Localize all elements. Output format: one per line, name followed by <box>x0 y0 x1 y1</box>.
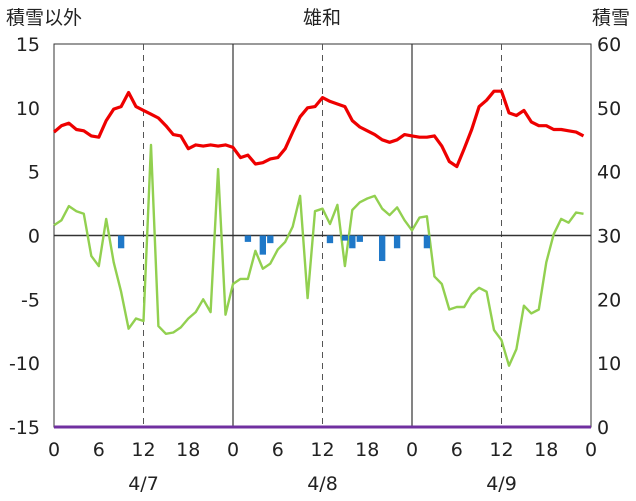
x-tick-label: 0 <box>406 439 418 461</box>
x-tick-label: 18 <box>176 439 200 461</box>
precip-bar <box>378 235 386 262</box>
x-tick-label: 12 <box>310 439 334 461</box>
precip-bar <box>393 235 401 249</box>
left-tick-label: 0 <box>28 226 40 248</box>
left-tick-label: 15 <box>16 34 40 56</box>
x-tick-label: 12 <box>131 439 155 461</box>
left-tick-label: 10 <box>16 98 40 120</box>
x-tick-label: 18 <box>355 439 379 461</box>
date-label: 4/8 <box>307 473 338 495</box>
left-tick-label: 5 <box>28 162 40 184</box>
grid-lines <box>54 44 591 427</box>
x-tick-label: 6 <box>93 439 105 461</box>
precip-bar <box>349 235 356 249</box>
precip-bar <box>259 235 267 255</box>
right-tick-label: 10 <box>597 353 621 375</box>
right-axis-title: 積雪 <box>592 7 630 29</box>
series-line <box>53 143 584 367</box>
chart-title: 雄和 <box>303 7 341 29</box>
left-tick-label: -5 <box>21 289 40 311</box>
left-axis-title: 積雪以外 <box>6 7 82 29</box>
x-tick-label: 6 <box>451 439 463 461</box>
right-tick-label: 40 <box>597 162 621 184</box>
precip-bar <box>244 235 252 242</box>
precip-bar <box>326 235 334 244</box>
precip-bar <box>117 235 125 249</box>
date-label: 4/9 <box>486 473 517 495</box>
left-tick-label: -15 <box>9 417 40 439</box>
right-tick-label: 20 <box>597 289 621 311</box>
x-tick-label: 6 <box>272 439 284 461</box>
right-tick-label: 30 <box>597 226 621 248</box>
x-tick-label: 0 <box>227 439 239 461</box>
series-line <box>52 89 585 169</box>
x-tick-label: 12 <box>489 439 513 461</box>
right-tick-label: 0 <box>597 417 609 439</box>
right-tick-label: 60 <box>597 34 621 56</box>
date-label: 4/7 <box>128 473 159 495</box>
x-tick-label: 0 <box>48 439 60 461</box>
precip-bar <box>341 235 349 241</box>
x-tick-label: 18 <box>534 439 558 461</box>
left-tick-label: -10 <box>9 353 40 375</box>
precip-bar <box>267 235 274 244</box>
precip-bar <box>423 235 431 249</box>
x-tick-label: 0 <box>585 439 597 461</box>
precip-bar <box>356 235 363 242</box>
series-layer <box>52 89 591 429</box>
right-tick-label: 50 <box>597 98 621 120</box>
